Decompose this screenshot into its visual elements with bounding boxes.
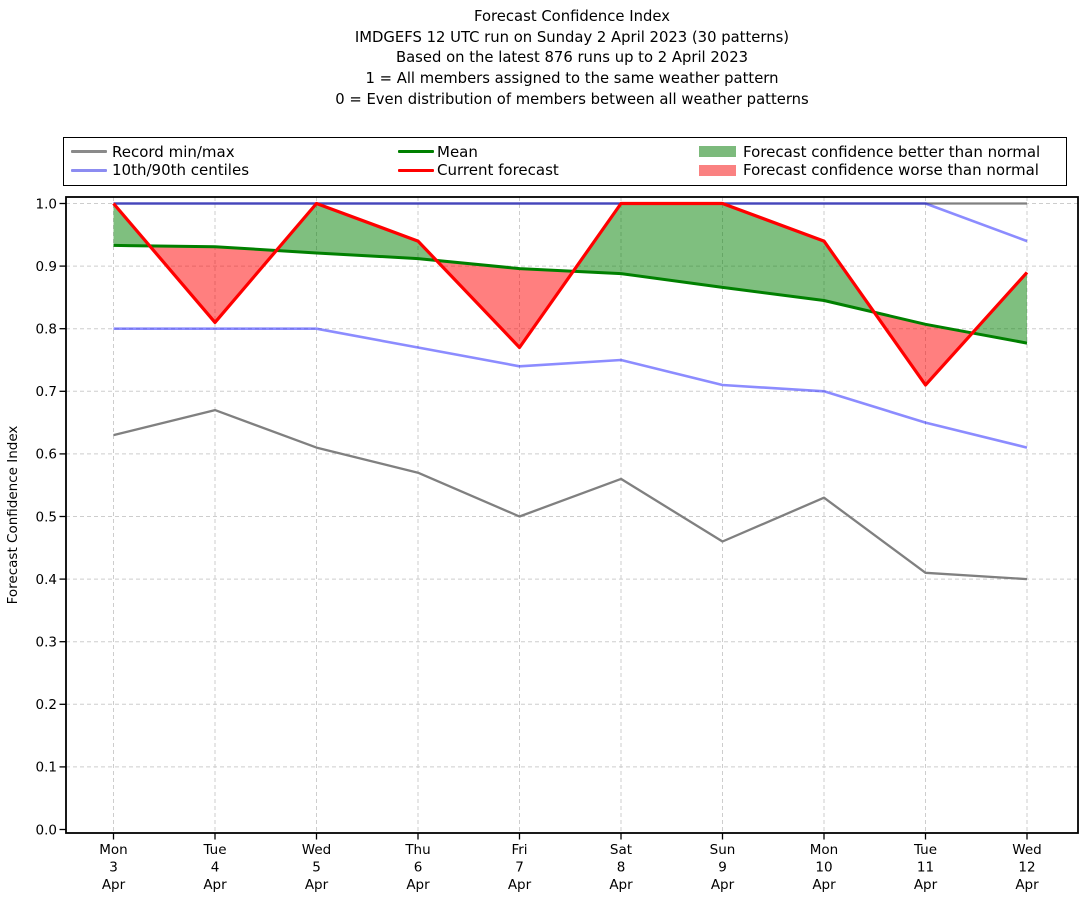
90th-centile-line [113, 202, 1028, 243]
x-tick-label: Apr [1015, 877, 1039, 893]
y-tick-label: 0.8 [36, 322, 57, 338]
y-tick-label: 0.5 [36, 509, 57, 525]
x-tick-label: 5 [312, 860, 321, 876]
x-tick-label: Wed [1012, 842, 1041, 858]
legend-label-current-forecast: Current forecast [437, 161, 559, 179]
confidence-worse-fill [874, 312, 973, 385]
x-tick-label: Apr [508, 877, 532, 893]
confidence-better-fill [573, 203, 875, 313]
legend-label-better: Forecast confidence better than normal [743, 142, 1041, 161]
x-tick-label: Sat [610, 842, 632, 858]
x-tick-label: 6 [414, 860, 423, 876]
x-tick-label: Apr [711, 877, 735, 893]
mean-line-swatch [398, 150, 434, 154]
x-tick-label: Apr [102, 877, 126, 893]
legend-label-worse: Forecast confidence worse than normal [743, 161, 1039, 179]
y-tick-label: 0.1 [36, 760, 57, 776]
chart-subtitle-run: IMDGEFS 12 UTC run on Sunday 2 April 202… [354, 28, 790, 46]
x-tick-label: 12 [1018, 860, 1035, 876]
x-tick-label: 4 [211, 860, 220, 876]
x-tick-label: Apr [406, 877, 430, 893]
legend-label-centiles: 10th/90th centiles [112, 161, 250, 179]
x-tick-label: Sun [710, 842, 736, 858]
chart-title: Forecast Confidence Index [474, 8, 670, 25]
10th-centile-line [113, 327, 1028, 449]
x-tick-label: 3 [109, 860, 118, 876]
x-tick-label: Fri [511, 842, 527, 858]
y-tick-label: 0.9 [36, 259, 57, 275]
y-tick-label: 0.7 [36, 384, 57, 400]
x-tick-label: Apr [914, 877, 938, 893]
confidence-worse-fill [436, 260, 574, 348]
legend-label-mean: Mean [437, 142, 478, 161]
y-axis-title: Forecast Confidence Index [5, 426, 21, 605]
x-tick-label: 11 [917, 860, 934, 876]
y-tick-label: 0.3 [36, 635, 57, 651]
x-tick-label: Apr [305, 877, 329, 893]
y-tick-label: 0.6 [36, 447, 57, 463]
y-tick-label: 0.0 [36, 822, 57, 838]
x-tick-label: 10 [815, 860, 832, 876]
axes-box [65, 196, 1079, 834]
confidence-worse-fill [149, 245, 277, 323]
worse-than-normal-patch-swatch [699, 165, 736, 176]
record-min-line [113, 408, 1028, 581]
chart-subtitle-runs: Based on the latest 876 runs up to 2 Apr… [395, 49, 749, 67]
confidence-better-fill [972, 272, 1027, 344]
x-tick-label: Apr [812, 877, 836, 893]
title-block: Forecast Confidence Index IMDGEFS 12 UTC… [66, 7, 1078, 111]
current-forecast-line [112, 201, 1029, 387]
legend-label-record-minmax: Record min/max [112, 142, 235, 161]
record-minmax-line-swatch [71, 150, 107, 154]
y-tick-label: 0.2 [36, 697, 57, 713]
x-tick-label: 7 [515, 860, 524, 876]
x-tick-label: Mon [810, 842, 838, 858]
chart-subtitle-note1: 1 = All members assigned to the same wea… [365, 70, 779, 88]
current-forecast-line-swatch [398, 168, 434, 172]
better-than-normal-patch-swatch [699, 146, 736, 157]
legend: Record min/max 10th/90th centiles Mean C… [63, 137, 1067, 186]
x-tick-label: Tue [913, 842, 937, 858]
x-tick-label: Tue [202, 842, 226, 858]
chart-subtitle-note0: 0 = Even distribution of members between… [335, 90, 809, 108]
x-tick-label: Apr [609, 877, 633, 893]
y-tick-label: 0.4 [36, 572, 57, 588]
x-tick-label: 8 [617, 860, 626, 876]
x-tick-label: Wed [302, 842, 331, 858]
y-tick-label: 1.0 [36, 196, 57, 212]
confidence-better-fill [276, 203, 437, 261]
x-tick-label: 9 [718, 860, 727, 876]
x-tick-label: Thu [404, 842, 430, 858]
x-tick-label: Apr [203, 877, 227, 893]
x-tick-label: Mon [99, 842, 127, 858]
centiles-line-swatch [71, 168, 107, 172]
